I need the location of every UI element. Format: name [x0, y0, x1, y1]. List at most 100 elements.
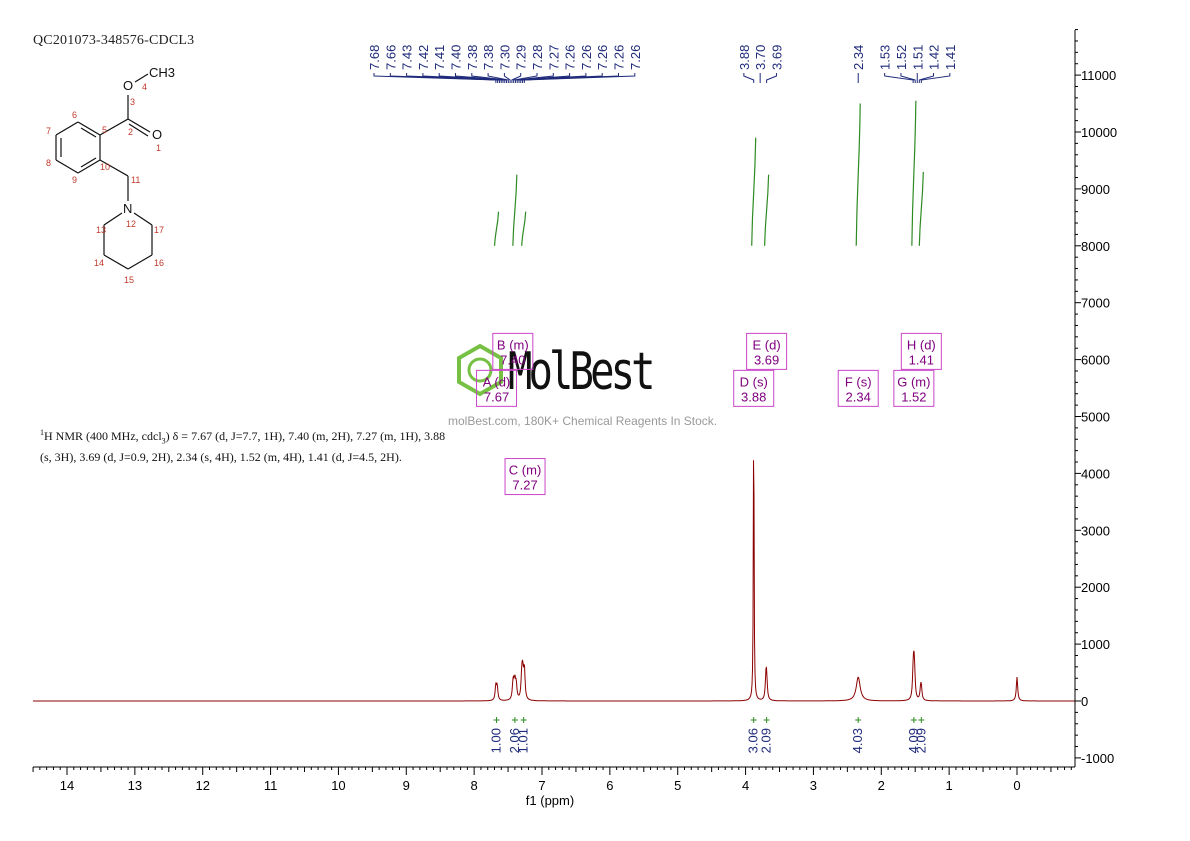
peak-label-connector: [523, 73, 636, 83]
integration-curve: [918, 171, 924, 246]
atom-number: 13: [96, 225, 106, 235]
molecule-structure: O CH3 O N 1 2 3 4 5 6 7 8 9 10 11 12 13 …: [46, 65, 175, 285]
y-tick-label: 9000: [1081, 182, 1110, 197]
multiplet-id: H (d): [907, 337, 936, 352]
peak-label: 7.28: [530, 45, 545, 70]
atom-number: 10: [100, 162, 110, 172]
atom-number: 17: [154, 225, 164, 235]
atom-number: 9: [72, 175, 77, 185]
y-tick-label: -1000: [1081, 751, 1114, 766]
multiplet-id: B (m): [497, 337, 529, 352]
peak-label-connector: [513, 73, 538, 83]
atom-number: 6: [72, 110, 77, 120]
integral-bracket: [918, 717, 925, 723]
x-tick-label: 6: [606, 778, 613, 793]
peak-label: 7.29: [514, 45, 529, 70]
integral-label: 2.09: [759, 728, 774, 753]
desc-line2: (s, 3H), 3.69 (d, J=0.9, 2H), 2.34 (s, 4…: [40, 450, 402, 465]
y-tick-label: 8000: [1081, 239, 1110, 254]
peak-label-connector: [514, 73, 554, 83]
integral-bracket: [855, 717, 862, 723]
integration-curve: [493, 211, 500, 246]
multiplet-id: E (d): [753, 337, 781, 352]
peak-label: 7.26: [563, 45, 578, 70]
integral-label: 1.00: [489, 728, 504, 753]
atom-number: 15: [124, 275, 134, 285]
x-tick-label: 4: [742, 778, 749, 793]
integration-curve: [751, 137, 757, 246]
multiplet-shift: 1.52: [901, 389, 926, 404]
peak-label: 7.42: [416, 45, 431, 70]
integral-bracket: [910, 717, 917, 723]
y-tick-label: 6000: [1081, 353, 1110, 368]
atom-number: 7: [46, 126, 51, 136]
nmr-description: 1H NMR (400 MHz, cdcl3) δ = 7.67 (d, J=7…: [40, 424, 460, 466]
spectrum-line: [33, 460, 1075, 702]
desc-sub: 3: [161, 436, 166, 446]
peak-label-connector: [511, 73, 522, 83]
sample-id: QC201073-348576-CDCL3: [33, 33, 195, 48]
peak-label: 7.30: [497, 45, 512, 70]
atom-number: 14: [94, 258, 104, 268]
integral-label: 2.09: [913, 728, 928, 753]
atom-number: 1: [156, 143, 161, 153]
peak-label: 1.51: [910, 45, 925, 70]
atom-number: 12: [126, 219, 136, 229]
multiplet-shift: 7.40: [500, 352, 525, 367]
multiplet-box: [900, 332, 942, 370]
x-tick-label: 10: [331, 778, 345, 793]
peak-label-connector: [918, 73, 935, 83]
peak-label: 3.70: [753, 45, 768, 70]
peak-label-connector: [438, 73, 504, 83]
peak-label: 1.41: [943, 45, 958, 70]
integral-bracket: [493, 717, 500, 723]
x-tick-label: 2: [878, 778, 885, 793]
x-tick-label: 12: [195, 778, 209, 793]
x-tick-label: 3: [810, 778, 817, 793]
x-tick-label: 5: [674, 778, 681, 793]
peak-label-connector: [920, 73, 951, 83]
peak-label: 2.34: [851, 45, 866, 70]
integration-curve: [512, 174, 518, 246]
atom-number: 16: [154, 258, 164, 268]
multiplet-id: A (d): [483, 374, 510, 389]
integral-bracket: [511, 717, 518, 723]
y-tick-label: 2000: [1081, 580, 1110, 595]
atom-ch3: CH3: [149, 65, 175, 80]
peak-label-connector: [503, 73, 511, 83]
integral-label: 4.09: [906, 728, 921, 753]
integration-curve: [855, 103, 861, 246]
multiplet-box: [476, 369, 518, 407]
peak-label-connector: [884, 73, 914, 83]
integral-label: 3.06: [746, 728, 761, 753]
multiplet-box: [837, 369, 879, 407]
multiplet-box: [492, 332, 534, 370]
atom-n: N: [123, 201, 132, 216]
x-tick-label: 9: [403, 778, 410, 793]
multiplet-id: G (m): [897, 374, 930, 389]
x-axis-label: f1 (ppm): [526, 793, 574, 808]
peak-label: 3.88: [737, 45, 752, 70]
multiplet-box: [746, 332, 788, 370]
peak-label: 1.52: [894, 45, 909, 70]
peak-label: 7.66: [383, 45, 398, 70]
desc-line1-prefix: H NMR (400 MHz, cdcl: [44, 429, 162, 443]
integral-bracket: [750, 717, 757, 723]
multiplet-shift: 3.69: [754, 352, 779, 367]
multiplet-shift: 7.27: [512, 478, 537, 493]
x-tick-label: 11: [264, 778, 278, 793]
atom-o-ether: O: [123, 78, 133, 93]
multiplet-shift: 3.88: [741, 389, 766, 404]
watermark-subtitle: molBest.com, 180K+ Chemical Reagents In …: [448, 414, 718, 428]
atom-number: 5: [102, 125, 107, 135]
peak-label: 1.42: [927, 45, 942, 70]
peak-label: 3.69: [769, 45, 784, 70]
desc-sup: 1: [40, 428, 44, 437]
peak-label-connector: [471, 73, 508, 83]
multiplet-box: [504, 458, 546, 496]
multiplet-box: [733, 369, 775, 407]
integral-label: 2.06: [507, 728, 522, 753]
multiplet-box: [893, 369, 935, 407]
x-tick-label: 13: [128, 778, 142, 793]
